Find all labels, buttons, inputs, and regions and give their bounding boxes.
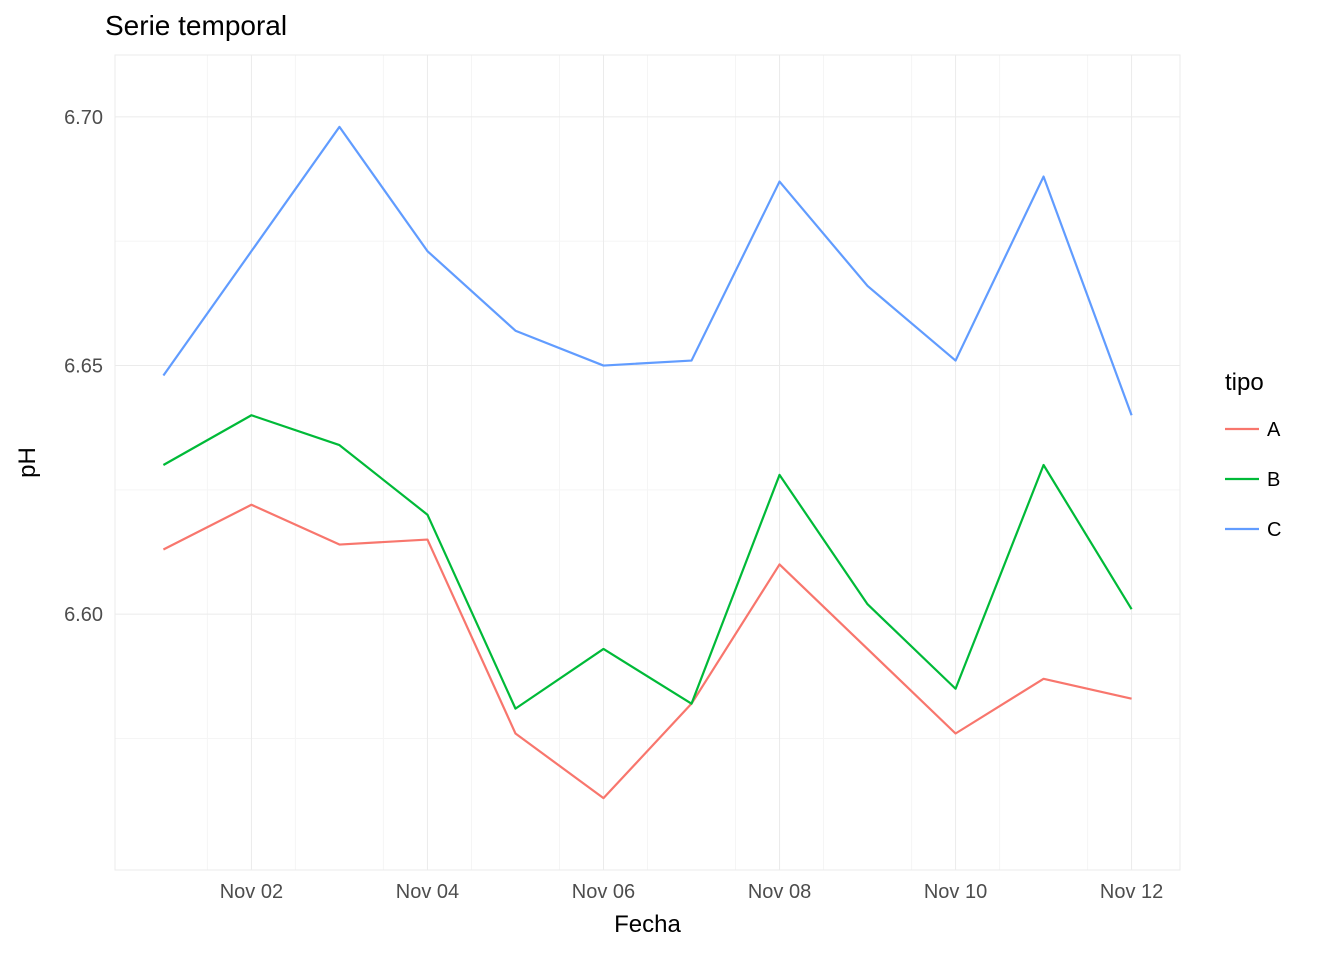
legend-title: tipo: [1225, 369, 1264, 396]
y-axis-label: pH: [14, 447, 41, 478]
x-tick-label: Nov 04: [396, 881, 459, 903]
x-tick-label: Nov 02: [220, 881, 283, 903]
chart-title: Serie temporal: [105, 10, 287, 41]
legend-label-C: C: [1267, 519, 1281, 541]
line-chart-svg: Nov 02 Nov 04 Nov 06 Nov 08 Nov 10 Nov 12 6.60…: [0, 0, 1344, 960]
x-tick-label: Nov 10: [924, 881, 987, 903]
y-tick-label: 6.60: [64, 604, 103, 626]
legend-label-A: A: [1267, 419, 1281, 441]
x-tick-label: Nov 08: [748, 881, 811, 903]
y-tick-label: 6.65: [64, 356, 103, 378]
x-tick-label: Nov 06: [572, 881, 635, 903]
chart-container: Nov 02 Nov 04 Nov 06 Nov 08 Nov 10 Nov 12 6.60…: [0, 0, 1344, 960]
x-tick-label: Nov 12: [1100, 881, 1163, 903]
y-tick-label: 6.70: [64, 107, 103, 129]
legend-label-B: B: [1267, 469, 1280, 491]
x-axis-label: Fecha: [614, 911, 681, 938]
